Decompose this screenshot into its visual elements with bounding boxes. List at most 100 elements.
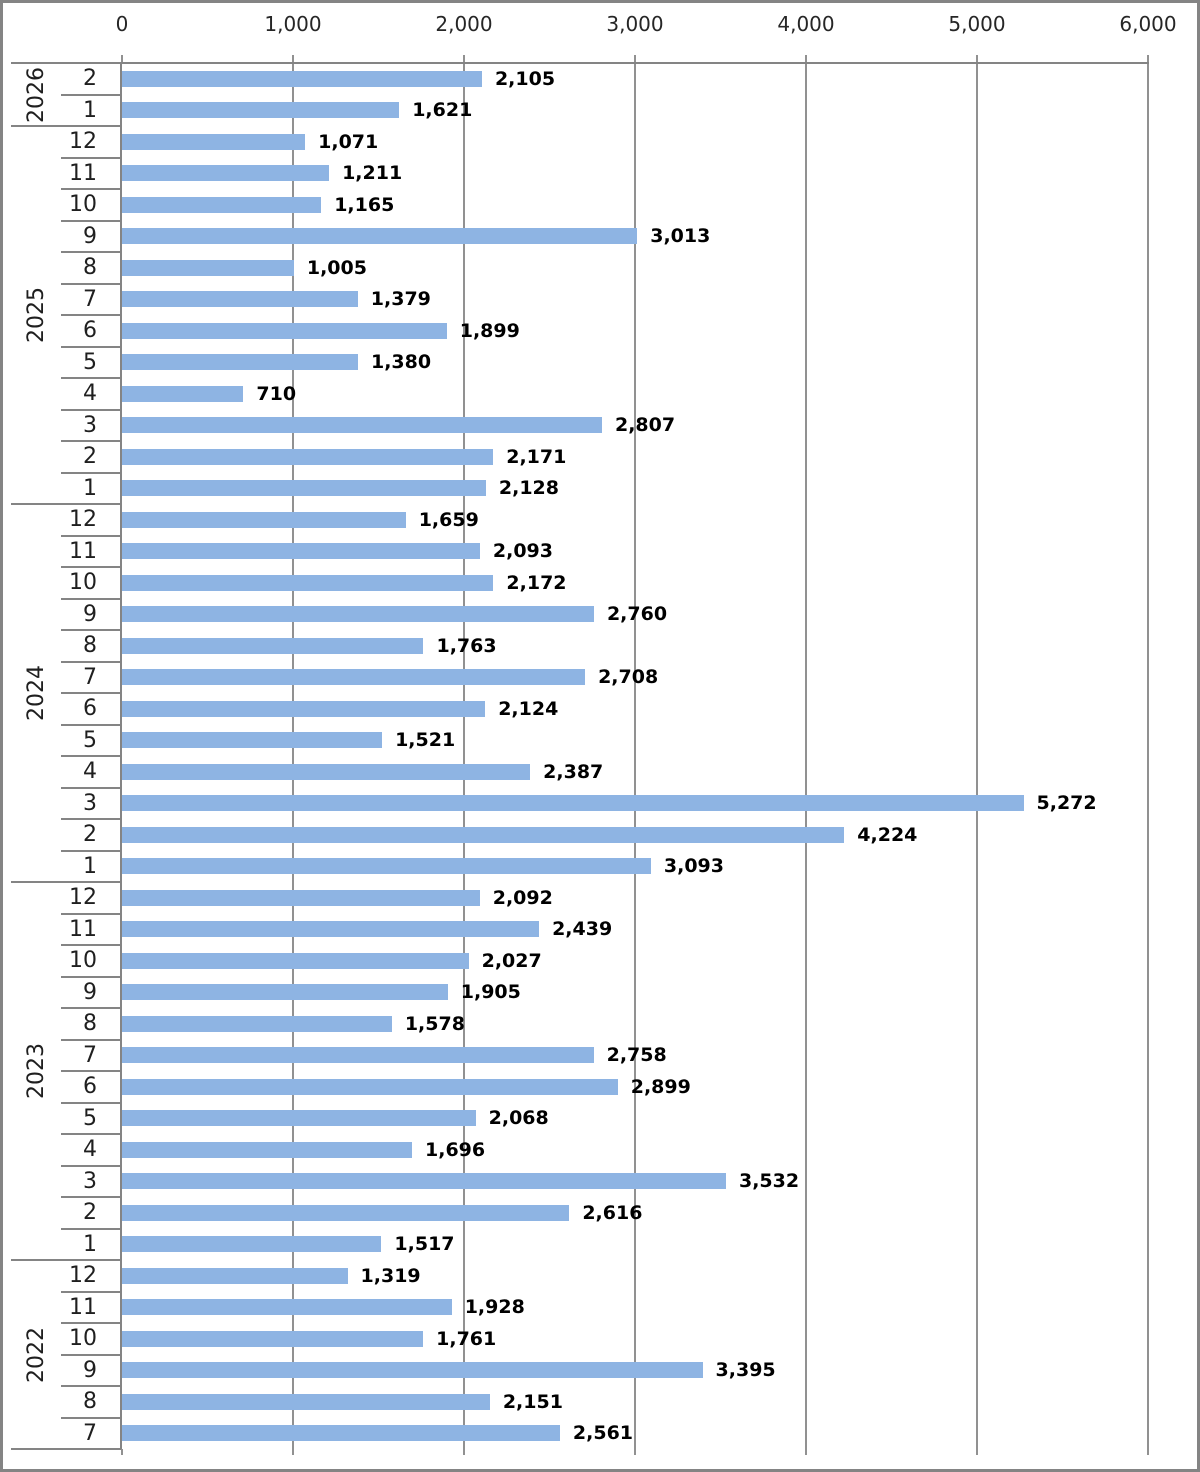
bar: [122, 448, 494, 465]
bar: [122, 1110, 476, 1127]
month-separator: [61, 188, 121, 190]
value-label: 1,380: [370, 351, 432, 374]
value-label: 1,761: [436, 1327, 497, 1350]
gridline: [292, 55, 294, 1455]
bar: [122, 763, 531, 780]
month-separator: [61, 723, 121, 726]
value-label: 2,708: [598, 666, 659, 689]
value-label: 1,517: [394, 1233, 455, 1256]
month-label: 10: [69, 192, 97, 217]
value-label: 2,124: [498, 697, 559, 720]
value-label: 2,128: [498, 477, 559, 500]
axis-tick: [121, 1449, 123, 1455]
bar: [122, 952, 469, 969]
value-label: 1,165: [334, 193, 395, 216]
month-separator: [61, 251, 121, 253]
month-separator: [61, 786, 121, 789]
bar: [122, 1267, 348, 1284]
month-separator: [61, 1290, 121, 1293]
bar: [122, 511, 406, 528]
month-separator: [61, 660, 121, 663]
month-separator: [61, 1227, 121, 1230]
bar: [122, 889, 480, 906]
gridline: [805, 55, 807, 1455]
month-label: 10: [69, 1326, 97, 1351]
month-label: 12: [69, 885, 97, 910]
value-label: 3,093: [663, 855, 724, 878]
month-label: 5: [83, 1105, 97, 1131]
bar: [122, 1047, 594, 1064]
value-label: 3,532: [738, 1170, 800, 1193]
value-label: 1,905: [460, 981, 521, 1004]
month-separator: [61, 1101, 121, 1104]
value-label: 3,395: [715, 1359, 776, 1382]
month-label: 9: [83, 979, 97, 1005]
value-axis-tick-label: 0: [115, 12, 129, 36]
bar: [122, 1425, 560, 1442]
month-separator: [61, 156, 121, 159]
value-axis-line: [11, 62, 1149, 64]
value-label: 2,899: [630, 1075, 691, 1098]
value-label: 1,319: [360, 1264, 421, 1287]
bar: [122, 669, 586, 686]
month-label: 1: [83, 97, 97, 123]
bar: [122, 574, 494, 591]
bar: [122, 700, 486, 717]
month-label: 8: [83, 1011, 97, 1036]
value-label: 1,659: [418, 508, 479, 531]
year-separator: [11, 125, 121, 127]
month-separator: [61, 1416, 121, 1419]
month-separator: [61, 849, 121, 852]
gridline: [976, 55, 978, 1455]
value-label: 1,211: [342, 162, 403, 185]
month-label: 9: [83, 223, 97, 249]
bar: [122, 984, 448, 1001]
year-label: 2022: [23, 1326, 49, 1383]
value-label: 1,521: [395, 729, 456, 752]
month-separator: [61, 912, 121, 915]
bar: [122, 1141, 413, 1158]
month-label: 6: [83, 1074, 97, 1099]
bar: [122, 322, 447, 339]
month-separator: [61, 1196, 121, 1198]
month-separator: [61, 345, 121, 348]
month-separator: [61, 629, 121, 631]
month-label: 1: [83, 475, 97, 501]
year-cell: 2024: [13, 504, 59, 882]
year-label: 2024: [23, 665, 49, 721]
gridline: [463, 55, 465, 1455]
bar: [122, 417, 602, 434]
month-label: 12: [69, 1263, 97, 1288]
bar: [122, 1362, 703, 1379]
month-separator: [61, 1133, 121, 1135]
value-label: 2,151: [502, 1390, 563, 1413]
month-separator: [61, 1164, 121, 1167]
month-label: 5: [83, 727, 97, 753]
year-separator: [11, 503, 121, 505]
bar: [122, 70, 482, 87]
month-separator: [61, 1070, 121, 1072]
bar: [122, 385, 244, 402]
month-separator: [61, 377, 121, 379]
value-label: 2,068: [488, 1107, 549, 1130]
month-separator: [61, 1353, 121, 1356]
year-separator: [11, 1259, 121, 1261]
month-separator: [61, 1385, 121, 1387]
bar: [122, 1204, 570, 1221]
value-label: 2,172: [506, 571, 567, 594]
value-label: 2,387: [543, 760, 604, 783]
month-label: 8: [83, 1389, 97, 1414]
month-label: 11: [69, 160, 97, 186]
value-label: 2,561: [572, 1422, 634, 1445]
bar: [122, 1236, 382, 1253]
axis-tick: [121, 55, 123, 63]
bar: [122, 165, 330, 182]
month-separator: [61, 440, 121, 442]
month-separator: [61, 944, 121, 946]
value-axis-tick-label: 2,000: [435, 12, 493, 36]
value-label: 1,899: [459, 319, 520, 342]
month-label: 1: [83, 1231, 97, 1257]
month-label: 9: [83, 1357, 97, 1383]
month-label: 7: [83, 1042, 97, 1068]
year-separator: [11, 1448, 121, 1450]
